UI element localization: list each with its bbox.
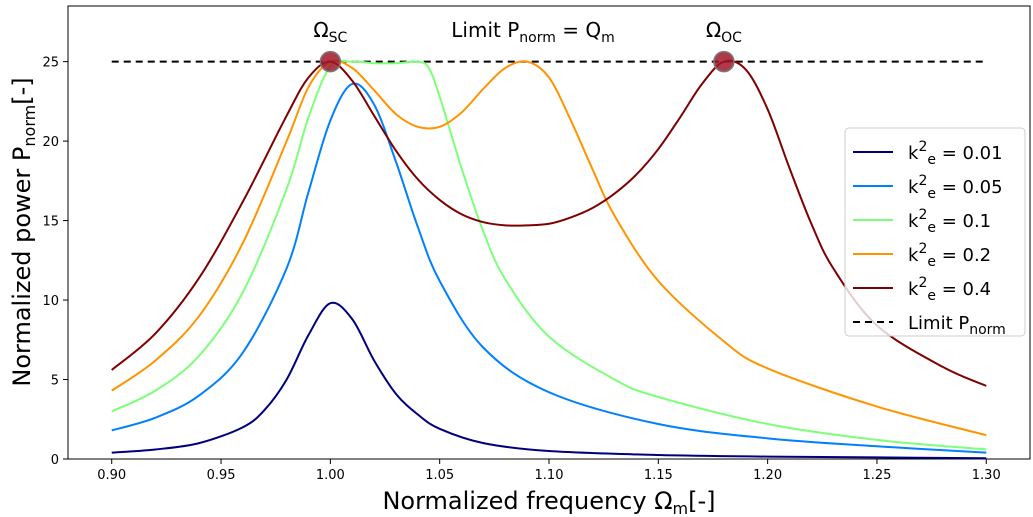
- legend-k: k: [908, 177, 919, 198]
- legend-entry-label: k2e = 0.05: [908, 173, 1003, 202]
- x-tick-label: 0.95: [207, 468, 236, 483]
- x-tick-label: 0.90: [97, 468, 126, 483]
- series-line: [111, 59, 987, 451]
- peak-marker: [319, 50, 342, 73]
- x-tick-label: 1.00: [316, 468, 345, 483]
- legend-entry-label: k2e = 0.1: [908, 207, 991, 236]
- legend-box: [844, 127, 1026, 337]
- legend-k: k: [908, 245, 919, 266]
- y-axis-ticks: 0 5 10 15 20 25: [42, 56, 68, 468]
- x-axis-label: Normalized frequency Ωm[-]: [382, 487, 715, 517]
- series-lines: [111, 59, 987, 460]
- x-tick-label: 1.20: [753, 468, 782, 483]
- annotation-sub: SC: [329, 30, 348, 46]
- annotation-omega-sc: ΩSC: [313, 18, 347, 46]
- legend-entry-label: k2e = 0.2: [908, 241, 991, 270]
- legend-sub: e: [927, 220, 936, 236]
- legend-value: = 0.2: [936, 245, 991, 266]
- x-axis-label-sub: m: [673, 499, 689, 517]
- legend-sub: e: [927, 288, 936, 304]
- peak-marker: [713, 50, 735, 73]
- legend-value: = 0.01: [936, 143, 1003, 164]
- annotation-sub: norm: [519, 30, 556, 46]
- y-tick-label: 10: [42, 294, 59, 309]
- x-tick-label: 1.25: [862, 468, 891, 483]
- annotation-sub: m: [601, 30, 615, 46]
- legend-entry-label: Limit Pnorm: [908, 313, 1006, 338]
- legend-value: = 0.4: [936, 279, 991, 300]
- y-tick-label: 20: [42, 135, 59, 150]
- annotation-limit-text: Limit P: [451, 18, 519, 42]
- y-tick-label: 0: [51, 453, 59, 468]
- annotation-omega-oc: ΩOC: [706, 18, 742, 46]
- annotation-omega: Ω: [706, 18, 721, 42]
- x-tick-label: 1.10: [535, 468, 564, 483]
- legend-limit-text: Limit P: [908, 313, 969, 334]
- series-line: [111, 59, 987, 437]
- y-axis-label-sub: norm: [20, 105, 39, 147]
- annotations: ΩSC Limit Pnorm = Qm ΩOC: [313, 18, 742, 46]
- legend-sub: e: [927, 254, 936, 270]
- legend-sup: 2: [918, 241, 927, 257]
- legend-sup: 2: [918, 173, 927, 189]
- annotation-limit-eq: = Q: [556, 18, 601, 42]
- y-tick-label: 15: [42, 215, 59, 230]
- legend-entry-label: k2e = 0.01: [908, 139, 1003, 168]
- legend-entry-label: k2e = 0.4: [908, 275, 991, 304]
- legend-sup: 2: [918, 207, 927, 223]
- legend-k: k: [908, 279, 919, 300]
- legend-sup: 2: [918, 139, 927, 155]
- series-line: [111, 301, 987, 460]
- peak-markers: [319, 50, 735, 73]
- y-tick-label: 5: [51, 374, 59, 389]
- legend-value: = 0.1: [936, 211, 991, 232]
- annotation-sub: OC: [721, 30, 742, 46]
- legend-sub: norm: [969, 322, 1006, 338]
- annotation-limit: Limit Pnorm = Qm: [451, 18, 614, 46]
- legend-k: k: [908, 143, 919, 164]
- x-axis-ticks: 0.90 0.95 1.00 1.05 1.10 1.15 1.20 1.25 1.30: [97, 459, 1001, 483]
- legend-sub: e: [927, 152, 936, 168]
- annotation-omega: Ω: [313, 18, 328, 42]
- series-line: [111, 59, 987, 387]
- series-line: [111, 82, 987, 454]
- legend-value: = 0.05: [936, 177, 1003, 198]
- legend-sup: 2: [918, 275, 927, 291]
- x-tick-label: 1.15: [644, 468, 673, 483]
- x-tick-label: 1.05: [425, 468, 454, 483]
- x-tick-label: 1.30: [972, 468, 1001, 483]
- legend-k: k: [908, 211, 919, 232]
- y-tick-label: 25: [42, 56, 59, 71]
- y-axis-label: Normalized power Pnorm[-]: [8, 77, 39, 386]
- legend-sub: e: [927, 186, 936, 202]
